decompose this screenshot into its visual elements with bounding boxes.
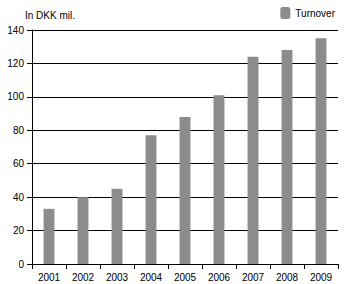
svg-text:2006: 2006 [208,272,231,283]
svg-text:60: 60 [13,158,25,169]
svg-text:100: 100 [7,91,24,102]
svg-text:2008: 2008 [276,272,299,283]
svg-text:20: 20 [13,225,25,236]
svg-text:0: 0 [18,259,24,270]
svg-text:2009: 2009 [310,272,333,283]
svg-text:2002: 2002 [72,272,95,283]
svg-text:120: 120 [7,58,24,69]
svg-text:2003: 2003 [106,272,129,283]
svg-text:80: 80 [13,125,25,136]
svg-text:2004: 2004 [140,272,163,283]
svg-text:Turnover: Turnover [295,8,335,19]
svg-text:2005: 2005 [174,272,197,283]
svg-text:2001: 2001 [38,272,61,283]
svg-text:40: 40 [13,192,25,203]
svg-text:In DKK mil.: In DKK mil. [25,10,75,21]
svg-text:140: 140 [7,25,24,36]
svg-text:2007: 2007 [242,272,265,283]
